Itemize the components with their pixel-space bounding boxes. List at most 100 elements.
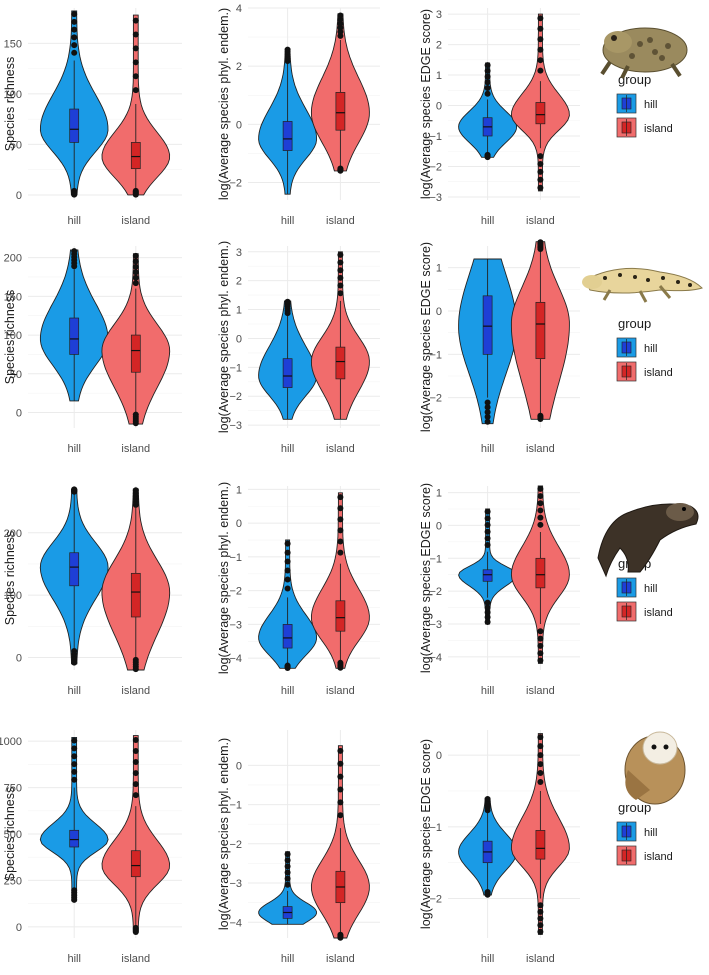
ferret-eye [682, 507, 686, 511]
outlier-island [537, 239, 544, 246]
outlier-hill [484, 79, 491, 86]
y-tick-label: −1 [429, 131, 442, 143]
y-tick-label: 1 [436, 488, 442, 500]
legend-title: group [618, 316, 651, 331]
outlier-hill [484, 604, 491, 611]
outlier-island [337, 527, 344, 534]
ferret-photo [597, 503, 699, 578]
box-hill [482, 295, 493, 355]
box-hill [69, 317, 80, 355]
y-tick-label: −1 [229, 552, 242, 564]
legend-row-4: group hill island [616, 800, 673, 866]
outlier-island [132, 759, 139, 766]
y-axis-label: log(Average species phyl. endem.) [217, 738, 231, 930]
outlier-island [132, 258, 139, 265]
outlier-island [132, 666, 139, 673]
panel-r1-c1: 0 50 100 150 hill island Species richness [3, 8, 182, 227]
y-tick-label: 4 [236, 3, 242, 15]
x-tick-label: island [121, 953, 150, 965]
outlier-hill [484, 535, 491, 542]
y-tick-label: 2 [236, 61, 242, 73]
toad-head [604, 31, 632, 53]
outlier-hill [484, 508, 491, 515]
outlier-island [132, 781, 139, 788]
box-island [335, 346, 346, 380]
y-tick-label: −3 [429, 192, 442, 204]
outlier-hill [71, 248, 78, 255]
outlier-hill [484, 542, 491, 549]
outlier-island [537, 57, 544, 64]
outlier-island [537, 153, 544, 160]
legend-row-2: group hill island [616, 316, 673, 382]
y-tick-label: −3 [229, 619, 242, 631]
outlier-island [132, 770, 139, 777]
y-tick-label: −1 [229, 362, 242, 374]
outlier-island [132, 252, 139, 259]
outlier-island [132, 280, 139, 287]
panel-r2-c3: −2 −1 0 1 hill island log(Average species EDGE… [419, 239, 580, 455]
outlier-island [337, 760, 344, 767]
box-island [535, 102, 546, 125]
gecko-spot [661, 276, 665, 280]
outlier-island [337, 549, 344, 556]
y-tick-label: 0 [236, 119, 242, 131]
gecko-spot [646, 278, 650, 282]
outlier-hill [284, 46, 291, 53]
outlier-hill [484, 404, 491, 411]
outlier-island [337, 290, 344, 297]
outlier-island [537, 743, 544, 750]
outlier-hill [284, 881, 291, 888]
y-tick-label: 0 [436, 101, 442, 113]
y-tick-label: 100 [4, 89, 22, 101]
toad-spot [665, 43, 671, 49]
legend-label-hill: hill [644, 99, 657, 111]
y-tick-label: 150 [4, 291, 22, 303]
legend-label-island: island [644, 367, 673, 379]
outlier-island [537, 915, 544, 922]
y-tick-label: 200 [4, 253, 22, 265]
toad-spot [629, 53, 635, 59]
outlier-island [537, 168, 544, 175]
outlier-island [132, 269, 139, 276]
toad-spot [659, 55, 665, 61]
y-tick-label: 0 [236, 333, 242, 345]
outlier-island [537, 36, 544, 43]
outlier-island [337, 516, 344, 523]
outlier-hill [284, 665, 291, 672]
y-tick-label: 150 [4, 38, 22, 50]
y-tick-label: −3 [229, 420, 242, 432]
outlier-island [537, 416, 544, 423]
box-hill [282, 624, 293, 649]
y-tick-label: 50 [10, 139, 22, 151]
outlier-island [337, 259, 344, 266]
outlier-island [537, 752, 544, 759]
outlier-hill [484, 891, 491, 898]
outlier-hill [284, 863, 291, 870]
ferret-head [666, 503, 694, 521]
outlier-island [537, 507, 544, 514]
outlier-island [132, 87, 139, 94]
panel-r4-c3: −2 −1 0 hill island log(Average species EDGE … [419, 730, 580, 965]
y-tick-label: −2 [429, 894, 442, 906]
outlier-hill [484, 154, 491, 161]
outlier-hill [71, 191, 78, 198]
gecko-body [584, 267, 703, 294]
x-tick-label: island [121, 215, 150, 227]
y-tick-label: 0 [436, 520, 442, 532]
outlier-island [132, 487, 139, 494]
outlier-hill [484, 399, 491, 406]
x-tick-label: hill [67, 215, 80, 227]
y-tick-label: −3 [429, 619, 442, 631]
y-tick-label: −4 [429, 652, 442, 664]
legend-label-hill: hill [644, 827, 657, 839]
box-island [535, 557, 546, 589]
outlier-island [337, 812, 344, 819]
owl-eye-right [663, 744, 669, 750]
x-tick-label: hill [481, 685, 494, 697]
legend-title: group [618, 800, 651, 815]
y-tick-label: −1 [429, 553, 442, 565]
outlier-island [537, 650, 544, 657]
outlier-island [337, 505, 344, 512]
y-tick-label: 50 [10, 369, 22, 381]
y-tick-label: 0 [436, 306, 442, 318]
